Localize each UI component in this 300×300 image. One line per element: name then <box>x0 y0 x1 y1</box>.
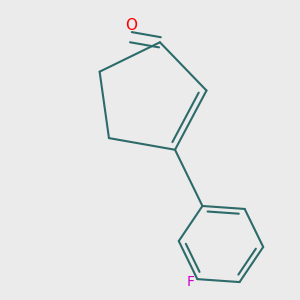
Text: F: F <box>187 275 195 289</box>
Text: O: O <box>125 18 137 33</box>
